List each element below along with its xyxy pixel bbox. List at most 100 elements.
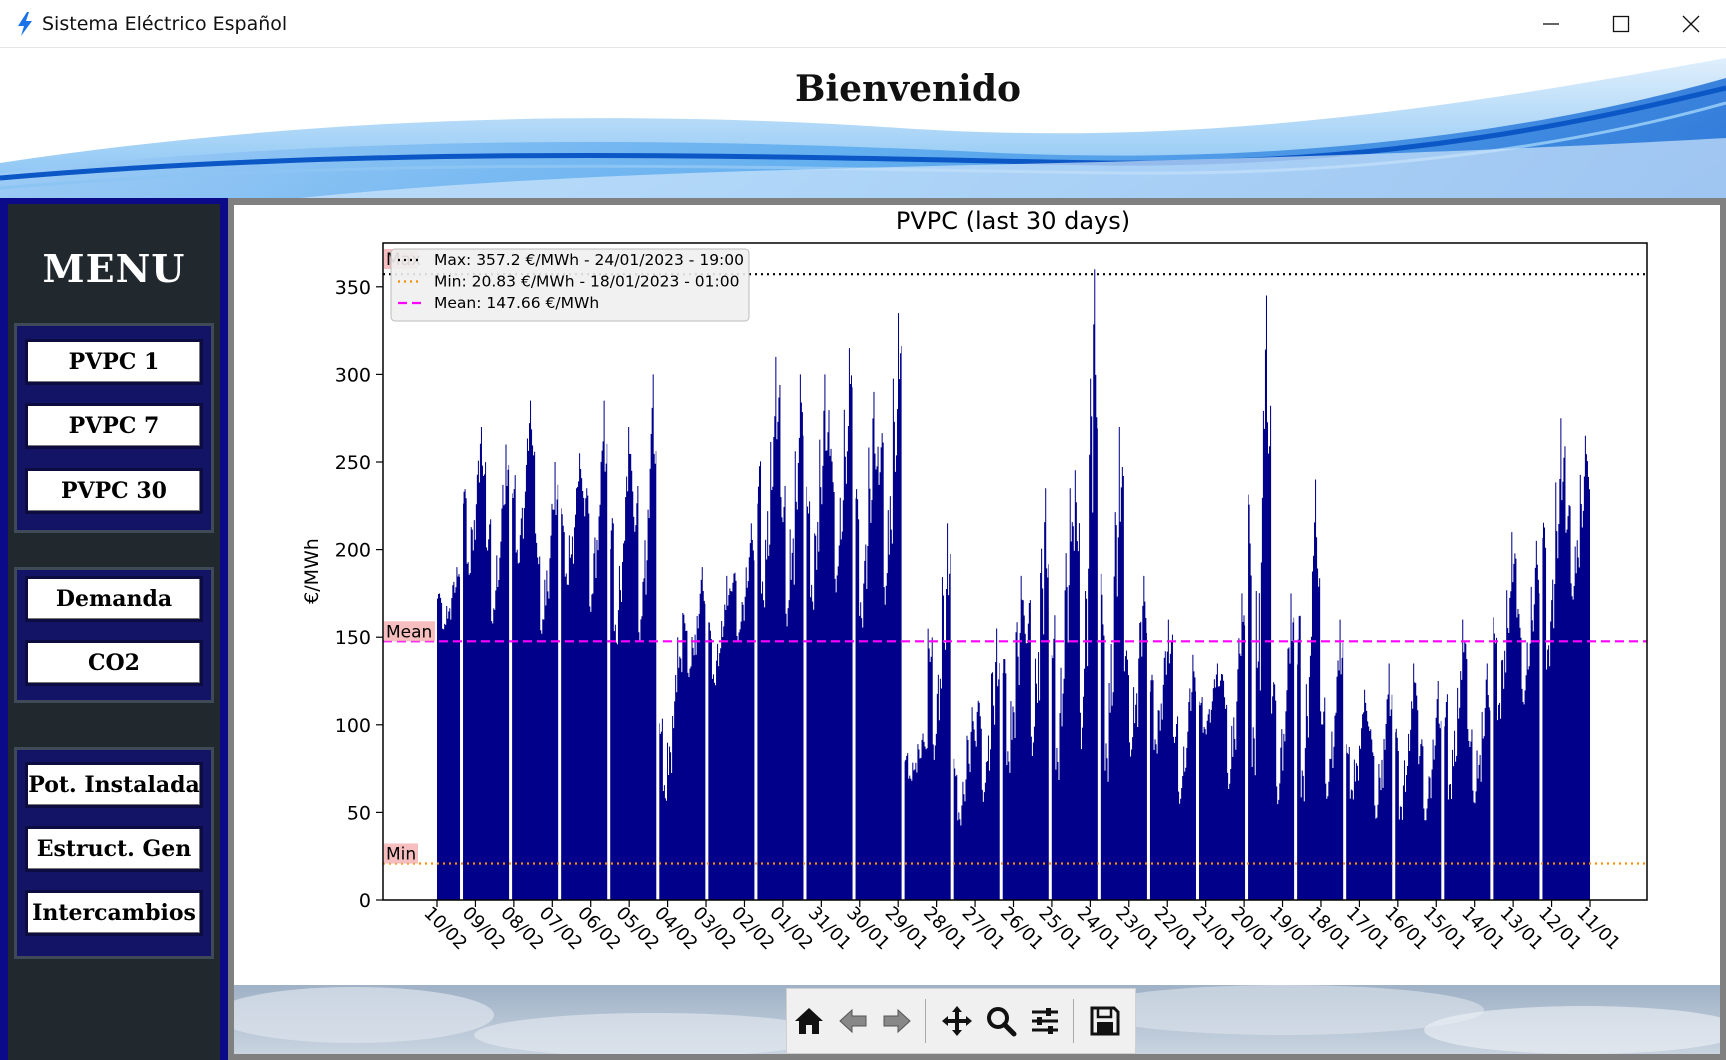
- home-button[interactable]: [787, 997, 831, 1045]
- forward-button[interactable]: [875, 997, 919, 1045]
- bar-gap: [1048, 243, 1052, 900]
- minimize-icon: [1543, 23, 1559, 25]
- mean-label: Mean: [386, 622, 432, 642]
- close-icon: [1682, 15, 1700, 33]
- window-title: Sistema Eléctrico Español: [42, 13, 288, 35]
- menu-panel: MENU PVPC 1 PVPC 7 PVPC 30 Demanda CO2 P…: [8, 204, 220, 1060]
- demanda-button[interactable]: Demanda: [25, 576, 203, 622]
- min-label: Min: [386, 845, 416, 865]
- bar-gap: [509, 243, 513, 900]
- bar-gap: [1392, 243, 1396, 900]
- chart-title: PVPC (last 30 days): [896, 207, 1130, 235]
- welcome-title: Bienvenido: [794, 68, 1022, 110]
- estruct-gen-button[interactable]: Estruct. Gen: [25, 826, 203, 872]
- pan-button[interactable]: [935, 997, 979, 1045]
- configure-subplots-icon: [1032, 1008, 1058, 1034]
- x-tick-label: 13/01: [1496, 903, 1548, 955]
- legend-entry: Mean: 147.66 €/MWh: [434, 294, 599, 312]
- x-tick-label: 28/01: [919, 903, 971, 955]
- bar-gap: [1294, 243, 1298, 900]
- toolbar-separator: [925, 999, 926, 1043]
- bar-gap: [803, 243, 807, 900]
- y-tick-label: 300: [335, 364, 371, 386]
- y-tick-label: 50: [347, 802, 371, 824]
- x-tick-label: 12/01: [1534, 903, 1586, 955]
- y-tick-label: 150: [335, 627, 371, 649]
- home-icon: [795, 1008, 823, 1034]
- bar-gap: [1539, 243, 1543, 900]
- bar-gap: [852, 243, 856, 900]
- pvpc-chart: PVPC (last 30 days) MaxMinMean 050100150…: [301, 207, 1648, 955]
- save-icon: [1090, 1006, 1120, 1036]
- maximize-button[interactable]: [1586, 0, 1656, 48]
- x-tick-label: 08/02: [496, 903, 548, 955]
- bar-gap: [999, 243, 1003, 900]
- bar-gap: [1195, 243, 1199, 900]
- price-bars: [437, 269, 1590, 900]
- x-tick-label: 21/01: [1188, 903, 1240, 955]
- save-button[interactable]: [1083, 997, 1127, 1045]
- legend-entry: Max: 357.2 €/MWh - 24/01/2023 - 19:00: [434, 251, 744, 269]
- bar-gap: [950, 243, 954, 900]
- x-tick-label: 03/02: [688, 903, 740, 955]
- chart-figure: PVPC (last 30 days) MaxMinMean 050100150…: [234, 205, 1720, 985]
- menu-group-demand: Demanda CO2: [14, 567, 214, 703]
- pvpc-30-button[interactable]: PVPC 30: [25, 468, 203, 514]
- x-tick-label: 31/01: [804, 903, 856, 955]
- bar-gap: [901, 243, 905, 900]
- bar-gap: [460, 243, 464, 900]
- x-tick-label: 09/02: [458, 903, 510, 955]
- bar-gap: [656, 243, 660, 900]
- x-tick-label: 07/02: [535, 903, 587, 955]
- x-tick-label: 25/01: [1034, 903, 1086, 955]
- x-tick-label: 01/02: [765, 903, 817, 955]
- x-tick-label: 06/02: [573, 903, 625, 955]
- x-tick-label: 24/01: [1073, 903, 1125, 955]
- x-tick-label: 19/01: [1265, 903, 1317, 955]
- y-tick-label: 200: [335, 540, 371, 562]
- x-tick-label: 20/01: [1227, 903, 1279, 955]
- co2-button[interactable]: CO2: [25, 640, 203, 686]
- back-button[interactable]: [831, 997, 875, 1045]
- lightning-bolt-icon: [18, 12, 32, 36]
- forward-arrow-icon: [883, 1008, 911, 1034]
- pot-instalada-button[interactable]: Pot. Instalada: [25, 762, 203, 808]
- x-tick-label: 23/01: [1111, 903, 1163, 955]
- menu-title: MENU: [42, 246, 186, 291]
- legend-entry: Min: 20.83 €/MWh - 18/01/2023 - 01:00: [434, 273, 739, 291]
- y-axis-label: €/MWh: [301, 538, 323, 604]
- close-button[interactable]: [1656, 0, 1726, 48]
- x-tick-label: 16/01: [1380, 903, 1432, 955]
- maximize-icon: [1612, 15, 1630, 33]
- bar-gap: [558, 243, 562, 900]
- minimize-button[interactable]: [1516, 0, 1586, 48]
- bar-gap: [1245, 243, 1249, 900]
- zoom-button[interactable]: [979, 997, 1023, 1045]
- plot-area: PVPC (last 30 days) MaxMinMean 050100150…: [228, 198, 1726, 1060]
- x-tick-label: 15/01: [1419, 903, 1471, 955]
- pvpc-7-button[interactable]: PVPC 7: [25, 403, 203, 449]
- y-axis: 0 50 100 150 200 250 300 350: [335, 277, 383, 912]
- pan-icon: [942, 1006, 972, 1036]
- bar-gap: [1146, 243, 1150, 900]
- x-tick-label: 11/01: [1572, 903, 1624, 955]
- x-tick-label: 30/01: [842, 903, 894, 955]
- x-tick-label: 05/02: [612, 903, 664, 955]
- x-tick-label: 27/01: [958, 903, 1010, 955]
- x-tick-label: 26/01: [996, 903, 1048, 955]
- bar-gap: [754, 243, 758, 900]
- pvpc-1-button[interactable]: PVPC 1: [25, 339, 203, 385]
- zoom-icon: [987, 1007, 1017, 1037]
- x-tick-label: 29/01: [881, 903, 933, 955]
- x-tick-label: 10/02: [419, 903, 471, 955]
- bars-group: [437, 243, 1590, 900]
- y-tick-label: 0: [359, 890, 371, 912]
- x-tick-label: 18/01: [1303, 903, 1355, 955]
- welcome-banner: Bienvenido: [0, 48, 1726, 198]
- configure-subplots-button[interactable]: [1023, 997, 1067, 1045]
- x-tick-label: 02/02: [727, 903, 779, 955]
- y-tick-label: 350: [335, 277, 371, 299]
- intercambios-button[interactable]: Intercambios: [25, 890, 203, 936]
- wave-background: [0, 58, 1726, 198]
- chart-legend: Max: 357.2 €/MWh - 24/01/2023 - 19:00 Min…: [390, 248, 750, 322]
